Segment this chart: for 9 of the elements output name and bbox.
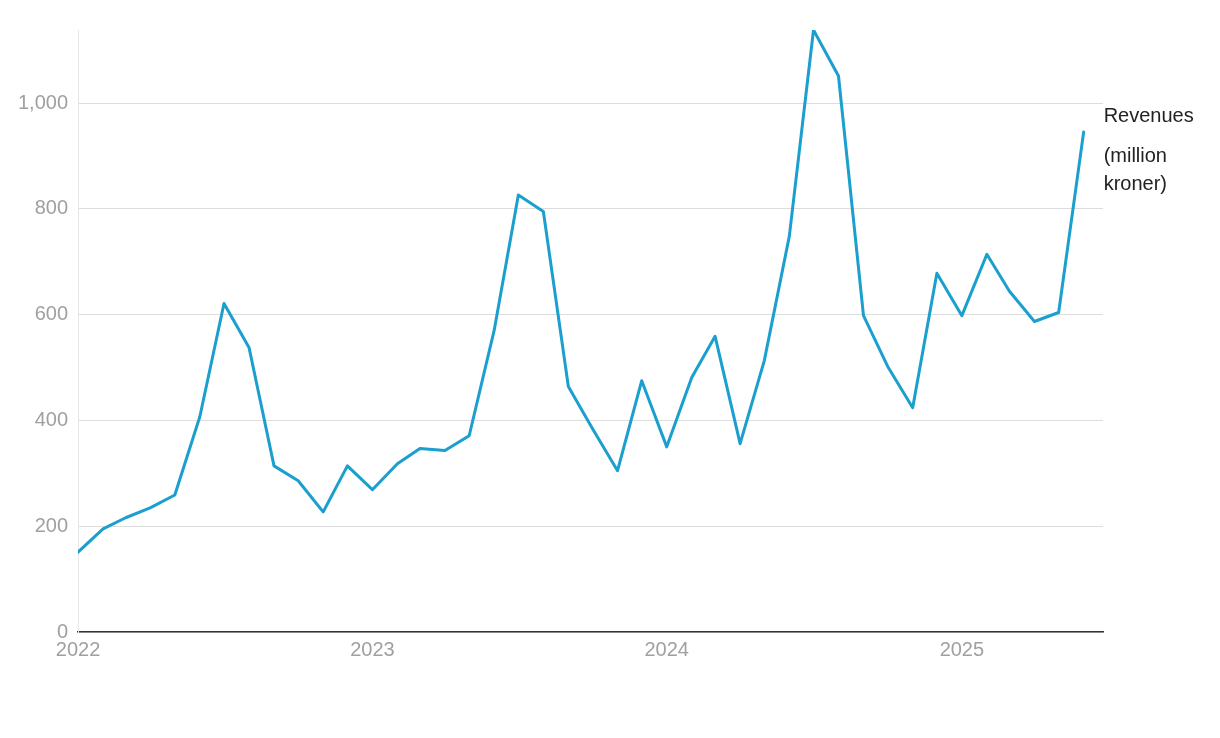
- y-tick-label: 400: [34, 407, 69, 430]
- x-tick-label: 2023: [350, 637, 395, 660]
- x-tick-label: 2025: [939, 637, 985, 660]
- x-tick-label: 2024: [644, 637, 689, 660]
- y-tick-label: 800: [34, 196, 69, 219]
- series-label: Revenues (million kroner): [1103, 103, 1194, 194]
- y-tick-label: 200: [34, 513, 69, 536]
- y-tick-label: 600: [34, 302, 69, 325]
- y-tick-label: 1,000: [17, 90, 69, 113]
